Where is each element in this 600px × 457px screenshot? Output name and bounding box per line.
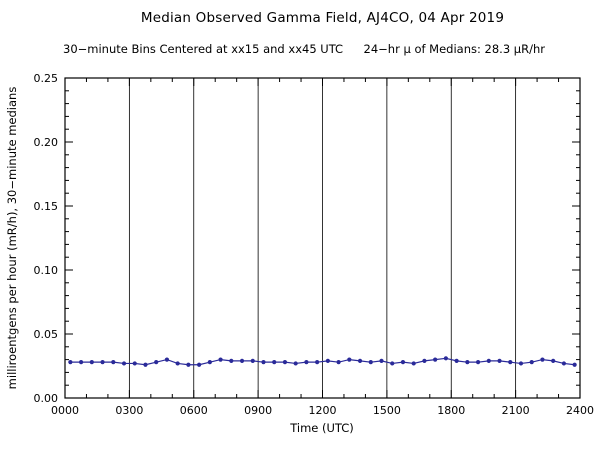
- data-point: [400, 360, 406, 365]
- data-point: [561, 361, 567, 366]
- data-point: [304, 360, 309, 365]
- data-point: [347, 357, 352, 362]
- data-point: [411, 361, 416, 366]
- data-point: [540, 357, 545, 362]
- x-tick-label: 0300: [115, 404, 143, 417]
- data-point: [186, 362, 191, 367]
- x-tick-label: 0600: [180, 404, 208, 417]
- data-point: [239, 358, 245, 363]
- data-point: [100, 360, 105, 365]
- data-point: [154, 360, 159, 365]
- data-point: [443, 356, 448, 361]
- data-point: [422, 358, 427, 363]
- data-point: [368, 360, 373, 365]
- data-point: [261, 360, 266, 365]
- x-tick-label: 1200: [309, 404, 337, 417]
- data-point: [229, 358, 234, 363]
- data-point: [486, 358, 491, 363]
- data-point: [336, 360, 341, 365]
- data-point: [282, 360, 288, 365]
- data-point: [454, 358, 459, 363]
- y-tick-label: 0.15: [34, 200, 59, 213]
- data-point: [433, 357, 438, 362]
- data-point: [379, 358, 384, 363]
- y-tick-label: 0.05: [34, 328, 59, 341]
- subtitle-mean-of-medians: 24−hr μ of Medians: 28.3 μR/hr: [363, 42, 545, 56]
- data-point: [572, 362, 577, 367]
- data-point: [529, 360, 534, 365]
- data-point: [497, 358, 502, 363]
- data-point: [518, 361, 524, 366]
- data-point: [390, 361, 395, 366]
- x-tick-label: 2100: [502, 404, 530, 417]
- x-tick-label: 0000: [51, 404, 79, 417]
- data-point: [143, 362, 148, 367]
- y-tick-label: 0.25: [34, 72, 59, 85]
- data-point: [250, 358, 255, 363]
- y-tick-label: 0.10: [34, 264, 59, 277]
- data-point: [121, 361, 127, 366]
- data-point: [175, 361, 180, 366]
- data-point: [551, 358, 556, 363]
- data-point: [132, 361, 137, 366]
- y-tick-label: 0.00: [34, 392, 59, 405]
- y-axis-label: milliroentgens per hour (mR/h), 30−minut…: [5, 87, 19, 390]
- data-point: [197, 362, 202, 367]
- data-point: [325, 358, 330, 363]
- y-tick-label: 0.20: [34, 136, 59, 149]
- data-point: [315, 360, 320, 365]
- data-point: [68, 360, 73, 365]
- plot-border: [64, 77, 581, 399]
- data-point: [218, 357, 223, 362]
- data-point: [89, 360, 94, 365]
- data-point: [293, 361, 298, 366]
- data-point: [207, 360, 212, 365]
- data-point: [508, 360, 513, 365]
- x-tick-label: 1500: [373, 404, 401, 417]
- data-point: [78, 360, 84, 365]
- x-tick-label: 1800: [437, 404, 465, 417]
- data-point: [111, 360, 116, 365]
- data-point: [164, 357, 170, 362]
- data-point: [272, 360, 277, 365]
- data-point: [357, 358, 363, 363]
- subtitle-bins-note: 30−minute Bins Centered at xx15 and xx45…: [63, 42, 344, 56]
- x-axis-label: Time (UTC): [289, 421, 354, 435]
- x-tick-label: 2400: [566, 404, 594, 417]
- chart-title: Median Observed Gamma Field, AJ4CO, 04 A…: [140, 10, 505, 26]
- data-point: [465, 360, 470, 365]
- x-tick-label: 0900: [244, 404, 272, 417]
- chart-subtitle: 30−minute Bins Centered at xx15 and xx45…: [63, 42, 580, 56]
- data-point: [475, 360, 481, 365]
